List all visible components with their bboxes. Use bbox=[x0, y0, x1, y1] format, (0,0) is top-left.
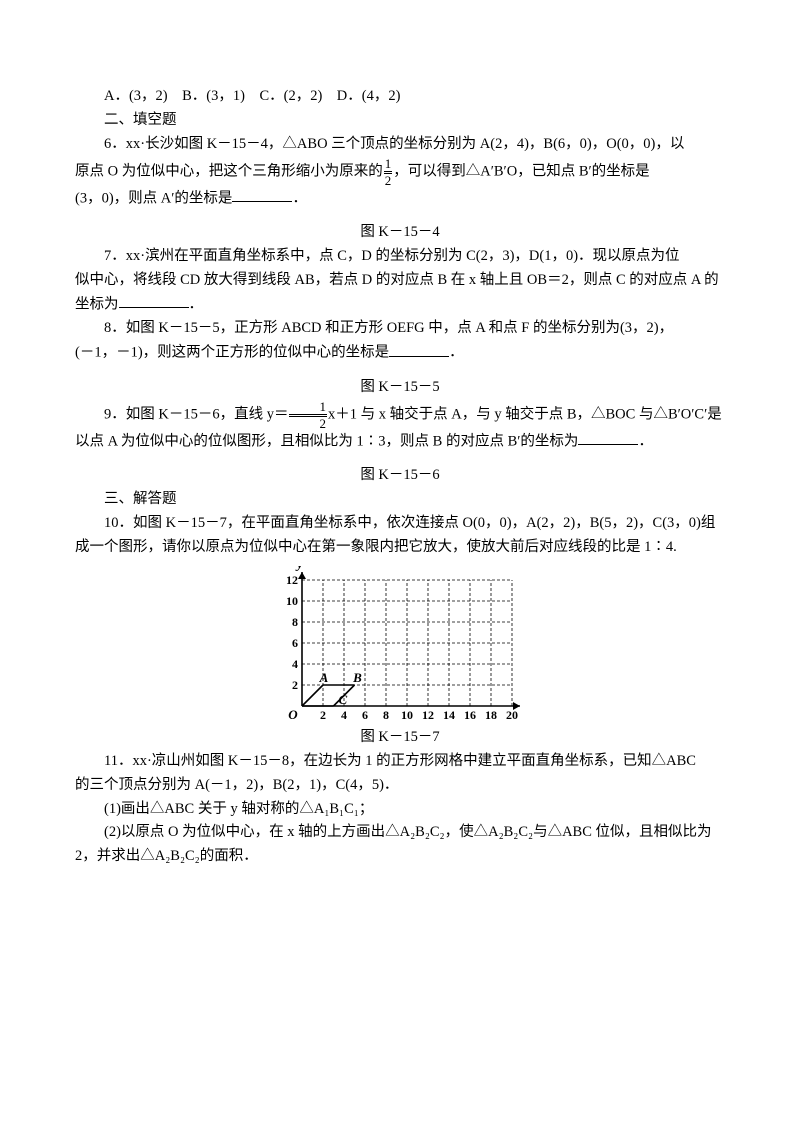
q8-line1: 8．如图 K－15－5，正方形 ABCD 和正方形 OEFG 中，点 A 和点 … bbox=[75, 317, 725, 341]
q10-line2: 成一个图形，请你以原点为位似中心在第一象限内把它放大，使放大前后对应线段的比是 … bbox=[75, 536, 725, 560]
svg-text:10: 10 bbox=[401, 708, 413, 722]
svg-text:4: 4 bbox=[292, 657, 298, 671]
figure-k15-5-caption: 图 K－15－5 bbox=[75, 376, 725, 400]
svg-text:16: 16 bbox=[464, 708, 476, 722]
svg-text:A: A bbox=[319, 670, 329, 685]
q11-sub2-line1: (2)以原点 O 为位似中心，在 x 轴的上方画出△A₂B₂C₂，使△A₂B₂C… bbox=[75, 821, 725, 845]
q7-line1: 7．xx·滨州在平面直角坐标系中，点 C，D 的坐标分别为 C(2，3)，D(1… bbox=[75, 245, 725, 269]
svg-text:12: 12 bbox=[286, 573, 298, 587]
q11-line2: 的三个顶点分别为 A(－1，2)，B(2，1)，C(4，5)． bbox=[75, 774, 725, 798]
q7-line3: 坐标为． bbox=[75, 293, 725, 317]
q11-line1: 11．xx·凉山州如图 K－15－8，在边长为 1 的正方形网格中建立平面直角坐… bbox=[75, 750, 725, 774]
blank-field[interactable] bbox=[578, 430, 638, 446]
svg-text:C: C bbox=[339, 692, 348, 707]
q11-sub2-line2: 2，并求出△A₂B₂C₂的面积． bbox=[75, 845, 725, 869]
q7-line2: 似中心，将线段 CD 放大得到线段 AB，若点 D 的对应点 B 在 x 轴上且… bbox=[75, 269, 725, 293]
svg-text:6: 6 bbox=[292, 636, 298, 650]
svg-text:B: B bbox=[352, 670, 362, 685]
coordinate-grid-chart: 121086422468101214161820OyxABC bbox=[75, 566, 725, 726]
svg-text:20: 20 bbox=[506, 708, 518, 722]
svg-text:2: 2 bbox=[320, 708, 326, 722]
q10-line1: 10．如图 K－15－7，在平面直角坐标系中，依次连接点 O(0，0)，A(2，… bbox=[75, 512, 725, 536]
q9-line1: 9．如图 K－15－6，直线 y＝12x＋1 与 x 轴交于点 A，与 y 轴交… bbox=[75, 400, 725, 430]
svg-text:O: O bbox=[288, 707, 298, 722]
svg-text:18: 18 bbox=[485, 708, 497, 722]
option-line: A．(3，2) B．(3，1) C．(2，2) D．(4，2) bbox=[75, 85, 725, 109]
blank-field[interactable] bbox=[119, 293, 189, 309]
svg-text:12: 12 bbox=[422, 708, 434, 722]
q6-line2: 原点 O 为位似中心，把这个三角形缩小为原来的12，可以得到△A′B′O，已知点… bbox=[75, 157, 725, 187]
figure-k15-7-caption: 图 K－15－7 bbox=[75, 726, 725, 750]
q9-line2: 以点 A 为位似中心的位似图形，且相似比为 1∶3，则点 B 的对应点 B′的坐… bbox=[75, 430, 725, 454]
svg-text:2: 2 bbox=[292, 678, 298, 692]
svg-text:y: y bbox=[295, 566, 304, 572]
q11-sub1: (1)画出△ABC 关于 y 轴对称的△A₁B₁C₁； bbox=[75, 798, 725, 822]
q6-line3: (3，0)，则点 A′的坐标是． bbox=[75, 187, 725, 211]
svg-text:8: 8 bbox=[292, 615, 298, 629]
svg-text:4: 4 bbox=[341, 708, 347, 722]
section-fill-heading: 二、填空题 bbox=[75, 109, 725, 133]
q8-line2: (－1，－1)，则这两个正方形的位似中心的坐标是． bbox=[75, 341, 725, 365]
blank-field[interactable] bbox=[232, 187, 292, 203]
blank-field[interactable] bbox=[389, 341, 449, 357]
svg-text:10: 10 bbox=[286, 594, 298, 608]
svg-text:14: 14 bbox=[443, 708, 455, 722]
figure-k15-4-caption: 图 K－15－4 bbox=[75, 221, 725, 245]
svg-text:6: 6 bbox=[362, 708, 368, 722]
fraction-half: 12 bbox=[384, 157, 393, 187]
figure-k15-6-caption: 图 K－15－6 bbox=[75, 464, 725, 488]
q6-line1: 6．xx·长沙如图 K－15－4，△ABO 三个顶点的坐标分别为 A(2，4)，… bbox=[75, 133, 725, 157]
fraction-half: 12 bbox=[289, 400, 327, 430]
svg-text:8: 8 bbox=[383, 708, 389, 722]
section-solve-heading: 三、解答题 bbox=[75, 488, 725, 512]
